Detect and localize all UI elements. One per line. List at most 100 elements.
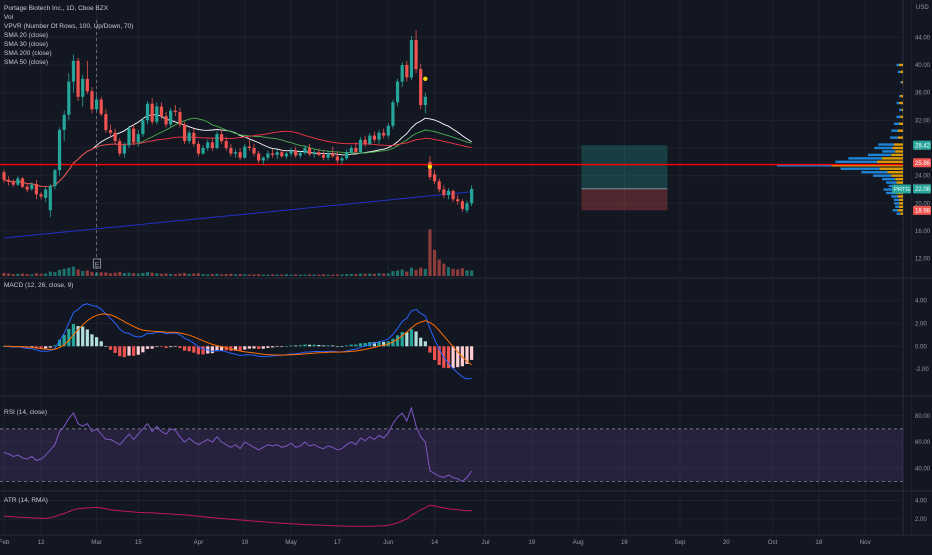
sma200-line [3, 191, 472, 239]
macd-histogram-bar [252, 346, 256, 349]
volume-bar [247, 274, 251, 276]
candle-body [90, 91, 94, 110]
candle-body [159, 106, 164, 117]
symbol-tag [892, 184, 911, 194]
candle-body [233, 152, 238, 154]
position-target-zone [581, 145, 668, 189]
candle-body [85, 78, 89, 92]
candle-body [229, 148, 233, 154]
price-badge-label: 22.08 [915, 187, 931, 193]
time-tick-label: 16 [621, 539, 628, 546]
candle-body [81, 78, 85, 97]
candle-body [442, 189, 446, 196]
volume-profile-up-row [848, 157, 883, 160]
macd-histogram-bar [261, 346, 265, 349]
volume-bar [150, 272, 154, 276]
volume-bar [141, 272, 145, 276]
candle-body [270, 153, 275, 155]
volume-bar [284, 274, 289, 276]
volume-profile-down-row [897, 195, 903, 198]
volume-bar [224, 274, 228, 276]
volume-bar [372, 273, 376, 276]
volume-profile-up-row [890, 136, 898, 139]
macd-histogram-bar [224, 346, 228, 351]
candle-body [349, 148, 353, 153]
volume-bar [229, 273, 233, 276]
volume-bar [377, 273, 381, 276]
volume-profile-down-row [887, 171, 903, 174]
rsi-band [0, 428, 903, 482]
rsi-legend: RSI (14, close) [4, 409, 47, 416]
volume-bar [173, 274, 177, 276]
volume-profile-up-row [896, 212, 901, 215]
volume-profile-up-row [867, 153, 892, 157]
volume-bar [215, 273, 219, 276]
time-tick-label: 14 [431, 539, 438, 546]
macd-histogram-bar [67, 328, 71, 347]
candle-body [303, 148, 307, 153]
candle-body [67, 81, 71, 115]
volume-bar [30, 274, 34, 276]
time-tick-label: 20 [723, 539, 730, 546]
candle-body [321, 154, 326, 158]
macd-histogram-bar [220, 346, 224, 351]
macd-histogram-bar [363, 343, 367, 347]
macd-histogram-bar [423, 341, 427, 347]
candle-body [71, 60, 76, 82]
volume-bar [470, 270, 474, 276]
volume-bar [428, 229, 432, 276]
volume-profile-down-row [899, 63, 903, 67]
volume-profile-up-row [899, 94, 901, 98]
macd-histogram-bar [53, 345, 57, 347]
volume-profile-down-row [877, 160, 903, 164]
candle-body [289, 150, 293, 154]
volume-bar [7, 273, 11, 276]
macd-histogram-bar [182, 346, 187, 351]
volume-bar [164, 273, 168, 276]
volume-profile-down-row [897, 129, 903, 132]
time-tick-label: 18 [815, 539, 822, 546]
macd-histogram-bar [335, 346, 339, 347]
candle-body [395, 81, 400, 103]
volume-profile-down-row [901, 108, 903, 112]
atr-legend: ATR (14, RMA) [4, 497, 48, 504]
volume-bar [382, 273, 386, 276]
macd-histogram-bar [317, 344, 321, 347]
candle-body [210, 142, 214, 148]
volume-bar [169, 273, 173, 276]
volume-bar [122, 272, 126, 276]
candle-body [307, 148, 312, 155]
atr-line [3, 504, 472, 527]
candle-body [30, 184, 34, 189]
volume-bar [233, 274, 238, 276]
candle-body [386, 125, 390, 136]
candle-body [331, 153, 335, 157]
candle-body [11, 181, 15, 185]
volume-bar [113, 272, 117, 276]
volume-profile-down-row [899, 202, 903, 205]
candle-body [206, 142, 210, 148]
macd-signal-line [4, 313, 472, 366]
macd-histogram-bar [349, 344, 353, 347]
volume-profile-up-row [895, 205, 900, 209]
candle-body [460, 201, 464, 209]
price-badge [913, 158, 931, 168]
rsi-tick-label: 80.00 [915, 414, 931, 420]
macd-histogram-bar [34, 346, 39, 349]
volume-bar [39, 273, 43, 276]
volume-bar [62, 268, 66, 276]
volume-bar [400, 269, 404, 276]
candle-body [122, 145, 126, 154]
time-tick-label: Nov [860, 539, 872, 546]
time-tick-label: Feb [0, 539, 10, 546]
candle-body [414, 40, 418, 70]
volume-bar [206, 274, 210, 276]
volume-bar [252, 274, 256, 276]
macd-histogram-bar [326, 345, 330, 347]
macd-histogram-bar [414, 331, 418, 347]
volume-profile-up-row [891, 195, 898, 198]
macd-histogram-bar [284, 346, 289, 347]
macd-histogram-bar [201, 346, 205, 355]
